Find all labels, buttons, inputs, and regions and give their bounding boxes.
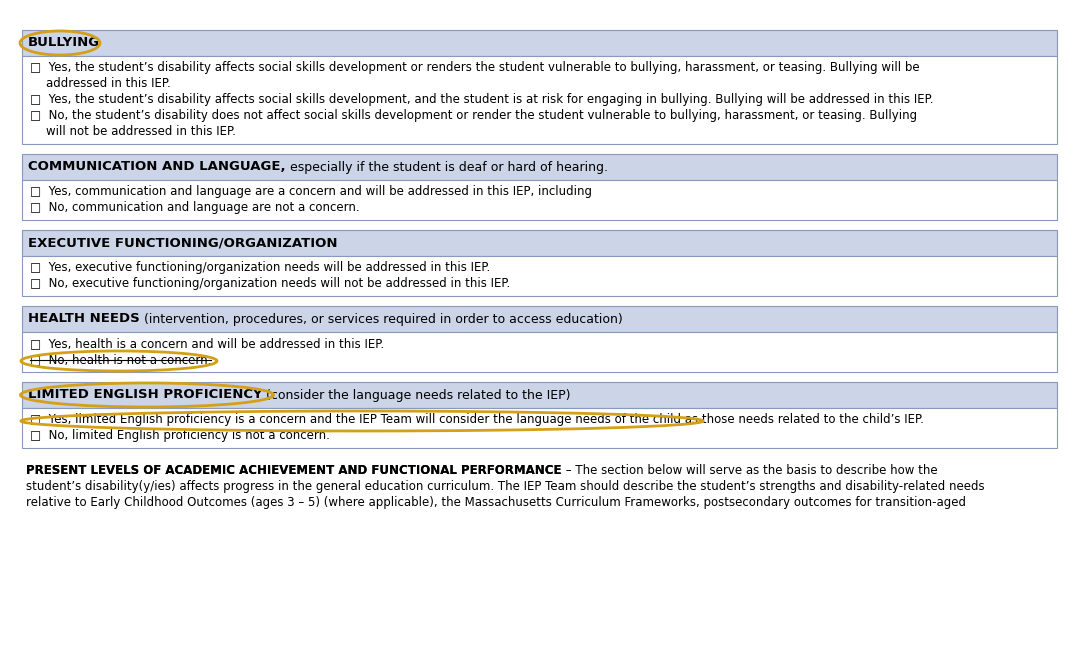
- Text: □  No, health is not a concern.: □ No, health is not a concern.: [30, 353, 211, 366]
- Text: addressed in this IEP.: addressed in this IEP.: [46, 77, 170, 90]
- Text: relative to Early Childhood Outcomes (ages 3 – 5) (where applicable), the Massac: relative to Early Childhood Outcomes (ag…: [26, 496, 966, 509]
- Bar: [22, 332, 1057, 372]
- Bar: [22, 408, 1057, 448]
- Text: □  Yes, the student’s disability affects social skills development, and the stud: □ Yes, the student’s disability affects …: [30, 93, 933, 106]
- Text: PRESENT LEVELS OF ACADEMIC ACHIEVEMENT AND FUNCTIONAL PERFORMANCE: PRESENT LEVELS OF ACADEMIC ACHIEVEMENT A…: [26, 464, 561, 477]
- Bar: [22, 154, 1057, 180]
- Bar: [22, 230, 1057, 256]
- Bar: [22, 306, 1057, 332]
- Text: student’s disability(y/ies) affects progress in the general education curriculum: student’s disability(y/ies) affects prog…: [26, 480, 985, 493]
- Text: – The section below will serve as the basis to describe how the: – The section below will serve as the ba…: [561, 464, 938, 477]
- Bar: [22, 30, 1057, 56]
- Text: HEALTH NEEDS: HEALTH NEEDS: [28, 313, 140, 325]
- Text: □  Yes, the student’s disability affects social skills development or renders th: □ Yes, the student’s disability affects …: [30, 61, 919, 74]
- Text: □  Yes, communication and language are a concern and will be addressed in this I: □ Yes, communication and language are a …: [30, 185, 592, 198]
- Text: □  No, communication and language are not a concern.: □ No, communication and language are not…: [30, 201, 359, 214]
- Bar: [22, 256, 1057, 296]
- Text: LIMITED ENGLISH PROFICIENCY: LIMITED ENGLISH PROFICIENCY: [28, 388, 262, 402]
- Text: (intervention, procedures, or services required in order to access education): (intervention, procedures, or services r…: [140, 313, 623, 325]
- Text: □  No, limited English proficiency is not a concern.: □ No, limited English proficiency is not…: [30, 429, 330, 442]
- Text: □  No, the student’s disability does not affect social skills development or ren: □ No, the student’s disability does not …: [30, 109, 917, 122]
- Text: □  Yes, limited English proficiency is a concern and the IEP Team will consider : □ Yes, limited English proficiency is a …: [30, 413, 924, 426]
- Text: COMMUNICATION AND LANGUAGE,: COMMUNICATION AND LANGUAGE,: [28, 160, 286, 173]
- Text: BULLYING: BULLYING: [28, 36, 100, 50]
- Bar: [22, 56, 1057, 144]
- Text: especially if the student is deaf or hard of hearing.: especially if the student is deaf or har…: [286, 160, 607, 173]
- Text: □  No, executive functioning/organization needs will not be addressed in this IE: □ No, executive functioning/organization…: [30, 277, 510, 290]
- Bar: [22, 180, 1057, 220]
- Text: EXECUTIVE FUNCTIONING/ORGANIZATION: EXECUTIVE FUNCTIONING/ORGANIZATION: [28, 237, 338, 250]
- Text: □  Yes, executive functioning/organization needs will be addressed in this IEP.: □ Yes, executive functioning/organizatio…: [30, 261, 490, 274]
- Text: □  Yes, health is a concern and will be addressed in this IEP.: □ Yes, health is a concern and will be a…: [30, 337, 384, 350]
- Text: will not be addressed in this IEP.: will not be addressed in this IEP.: [46, 125, 236, 138]
- Text: (consider the language needs related to the IEP): (consider the language needs related to …: [262, 388, 571, 402]
- Bar: [22, 382, 1057, 408]
- Text: PRESENT LEVELS OF ACADEMIC ACHIEVEMENT AND FUNCTIONAL PERFORMANCE: PRESENT LEVELS OF ACADEMIC ACHIEVEMENT A…: [26, 464, 561, 477]
